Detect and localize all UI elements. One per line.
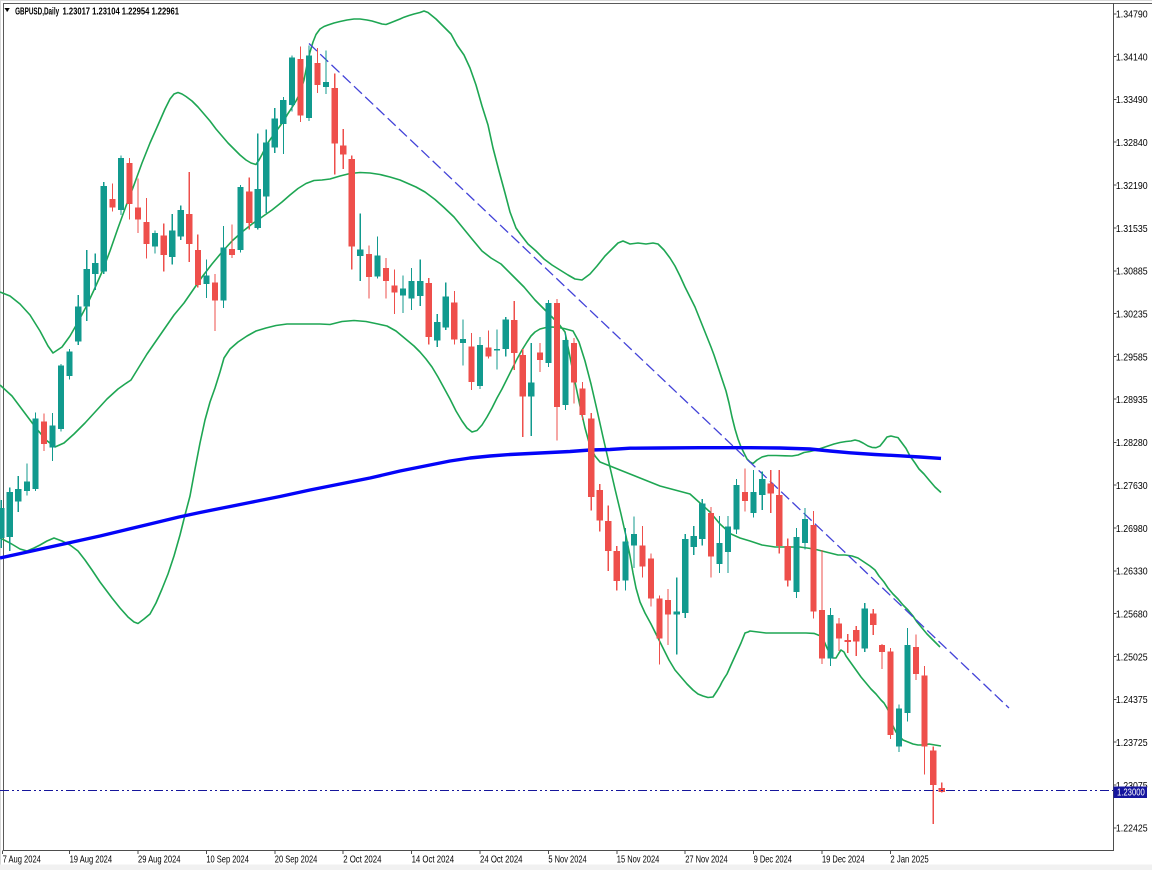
svg-text:1.34140: 1.34140 <box>1116 51 1148 63</box>
svg-text:1.25680: 1.25680 <box>1116 608 1148 620</box>
svg-text:1.28935: 1.28935 <box>1116 394 1148 406</box>
svg-text:2 Oct 2024: 2 Oct 2024 <box>343 854 381 866</box>
svg-text:1.23017 1.23104 1.22954 1.2296: 1.23017 1.23104 1.22954 1.22961 <box>63 5 180 17</box>
svg-text:1.26330: 1.26330 <box>1116 566 1148 578</box>
svg-text:29 Aug 2024: 29 Aug 2024 <box>138 854 181 866</box>
svg-text:10 Sep 2024: 10 Sep 2024 <box>206 854 249 866</box>
svg-text:1.26980: 1.26980 <box>1116 523 1148 535</box>
svg-text:1.27630: 1.27630 <box>1116 480 1148 492</box>
svg-text:1.28280: 1.28280 <box>1116 437 1148 449</box>
svg-text:1.32840: 1.32840 <box>1116 137 1148 149</box>
svg-text:9 Dec 2024: 9 Dec 2024 <box>754 854 792 866</box>
svg-text:1.31535: 1.31535 <box>1116 223 1148 235</box>
svg-text:20 Sep 2024: 20 Sep 2024 <box>275 854 318 866</box>
svg-text:19 Aug 2024: 19 Aug 2024 <box>70 854 113 866</box>
svg-text:1.33490: 1.33490 <box>1116 94 1148 106</box>
svg-text:14 Oct 2024: 14 Oct 2024 <box>412 854 455 866</box>
svg-text:1.30885: 1.30885 <box>1116 266 1148 278</box>
svg-text:1.22425: 1.22425 <box>1116 823 1148 835</box>
svg-text:1.32190: 1.32190 <box>1116 180 1148 192</box>
svg-text:1.29585: 1.29585 <box>1116 351 1148 363</box>
svg-text:1.23000: 1.23000 <box>1117 787 1145 799</box>
svg-text:24 Oct 2024: 24 Oct 2024 <box>480 854 523 866</box>
svg-text:1.25025: 1.25025 <box>1116 651 1148 663</box>
svg-text:5 Nov 2024: 5 Nov 2024 <box>548 854 586 866</box>
svg-text:19 Dec 2024: 19 Dec 2024 <box>822 854 865 866</box>
svg-text:7 Aug 2024: 7 Aug 2024 <box>3 854 41 866</box>
svg-text:15 Nov 2024: 15 Nov 2024 <box>617 854 660 866</box>
svg-text:1.23725: 1.23725 <box>1116 737 1148 749</box>
svg-text:27 Nov 2024: 27 Nov 2024 <box>685 854 728 866</box>
svg-text:2 Jan 2025: 2 Jan 2025 <box>890 854 928 866</box>
svg-text:1.34790: 1.34790 <box>1116 9 1148 21</box>
svg-text:1.30235: 1.30235 <box>1116 309 1148 321</box>
svg-text:GBPUSD,Daily: GBPUSD,Daily <box>15 5 59 17</box>
svg-text:1.24375: 1.24375 <box>1116 694 1148 706</box>
